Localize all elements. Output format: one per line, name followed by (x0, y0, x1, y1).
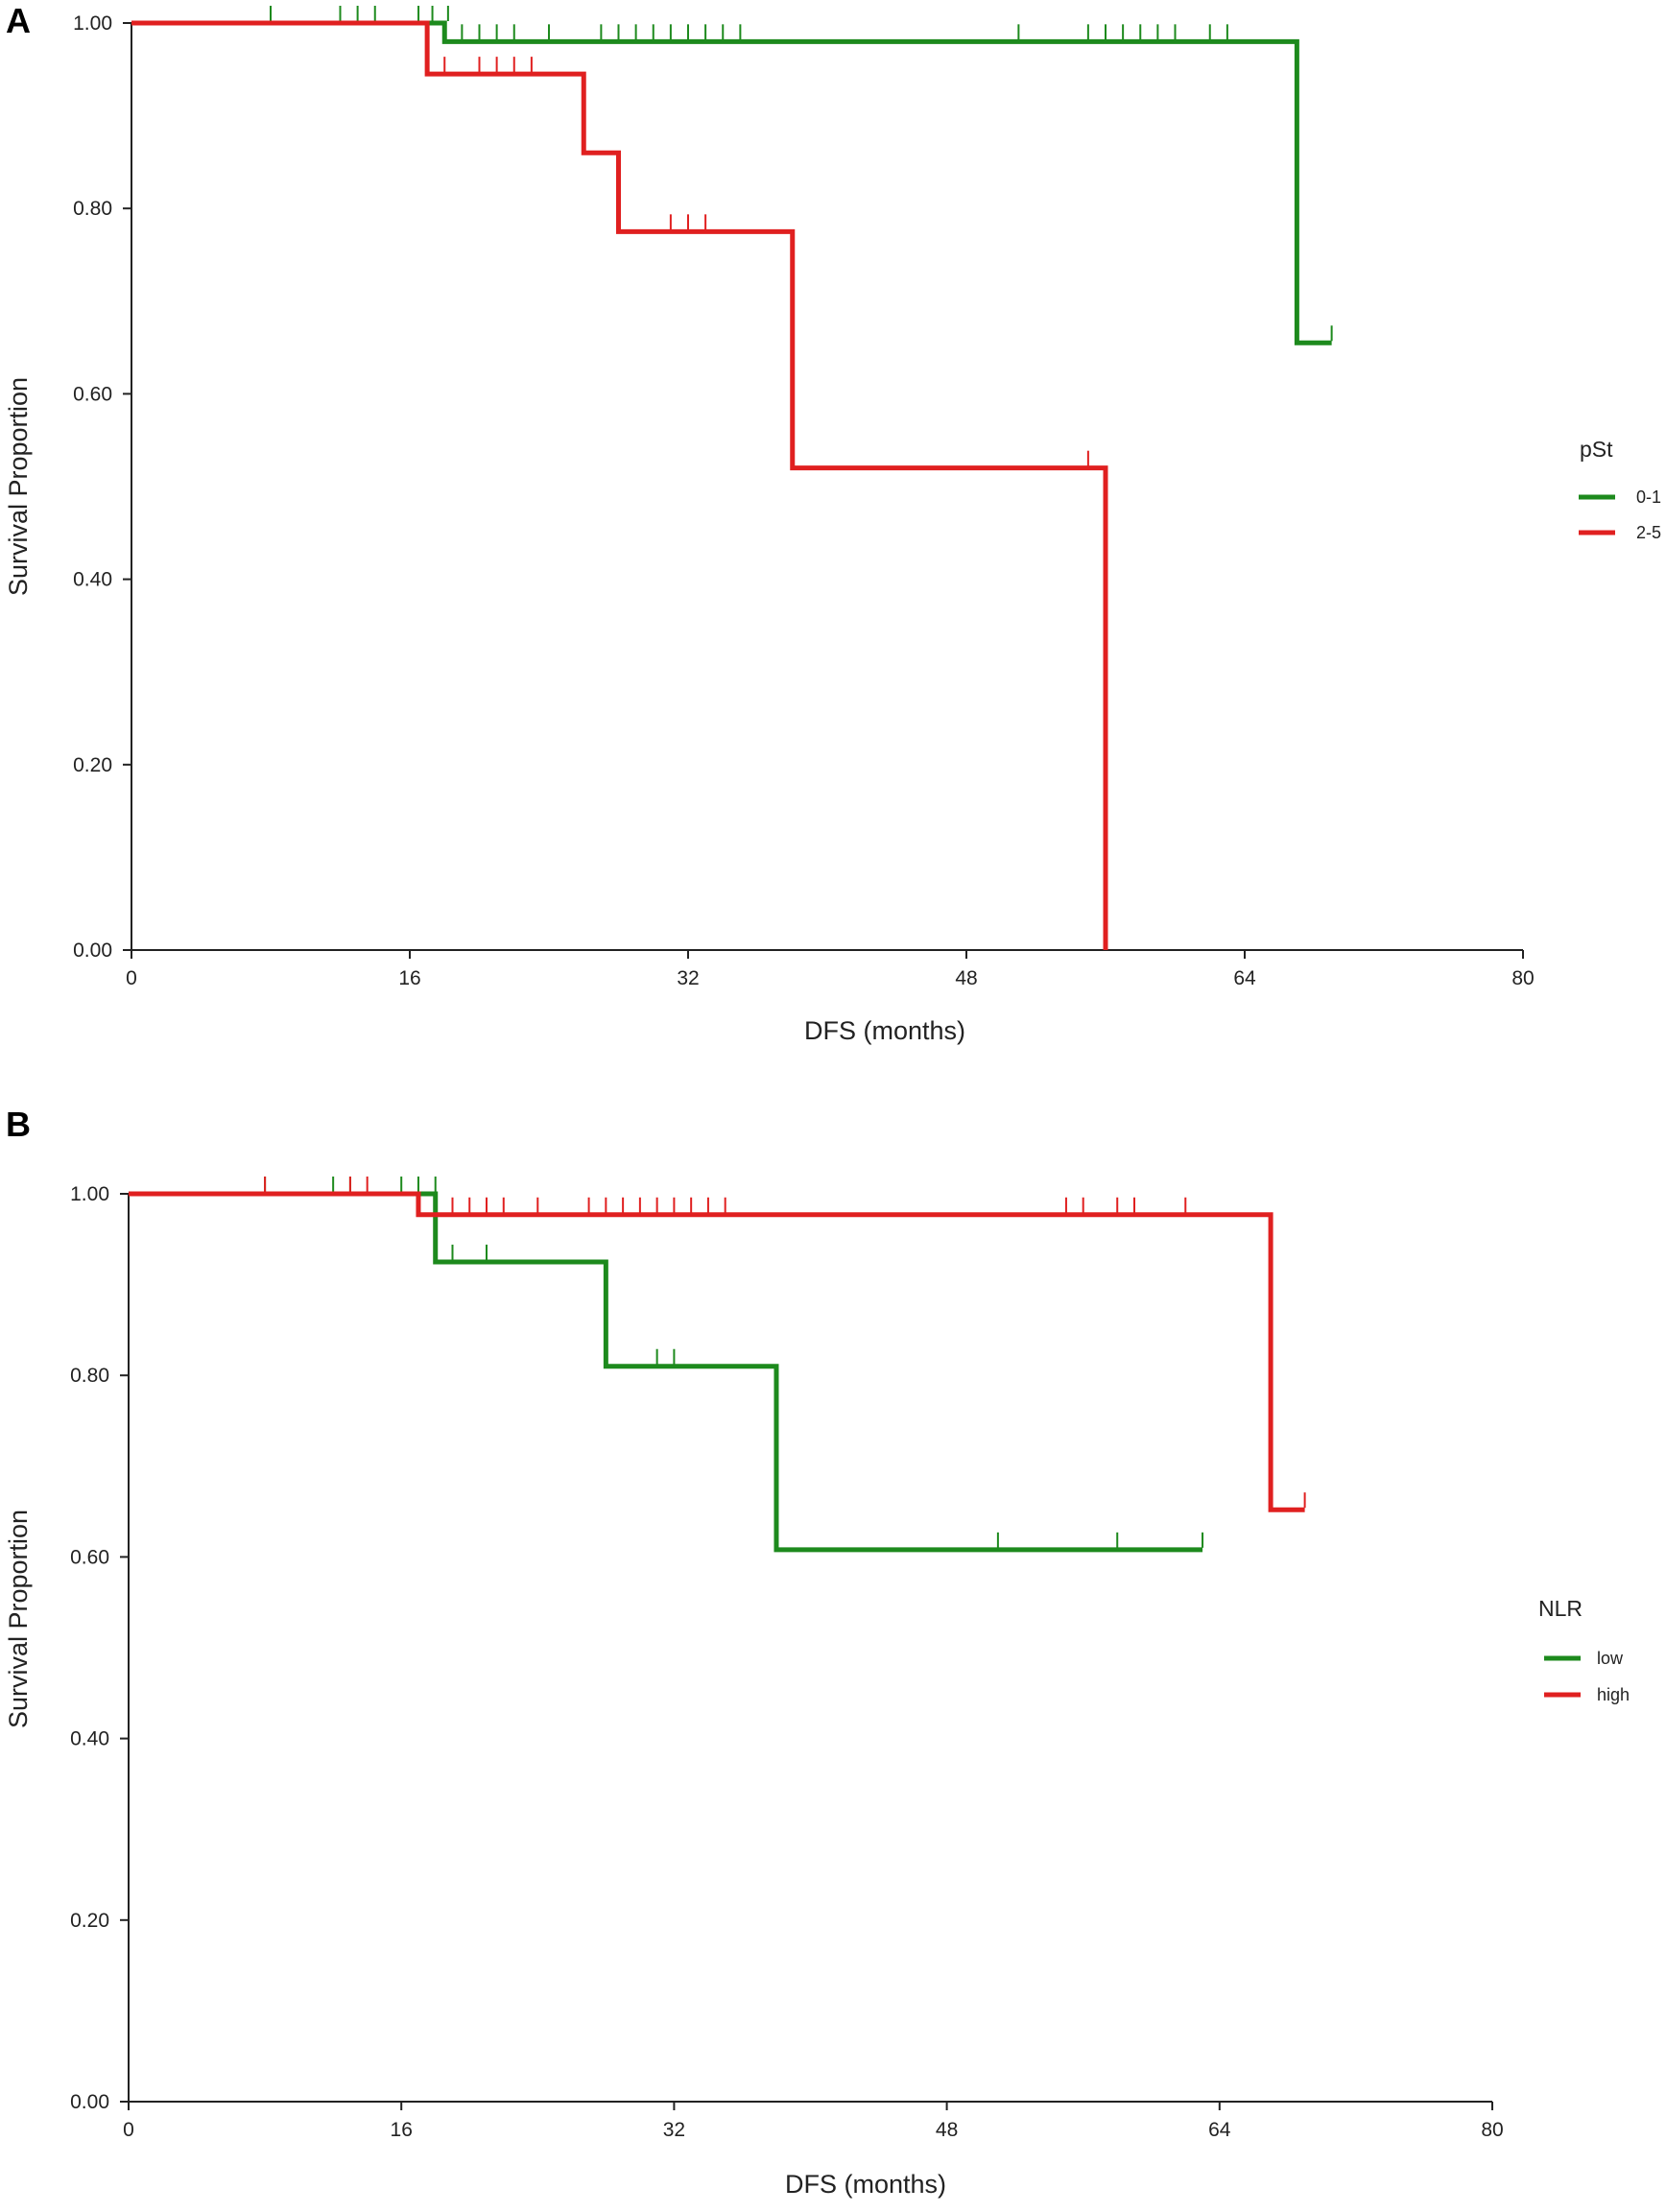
x-tick-label-b-1: 16 (391, 2119, 413, 2141)
legend-label-low: low (1597, 1649, 1624, 1668)
x-tick-label-b-5: 80 (1481, 2119, 1503, 2141)
plot-a (131, 6, 1333, 950)
x-tick-label-b-0: 0 (123, 2119, 134, 2141)
y-tick-label-b-2: 0.40 (70, 1728, 109, 1750)
y-tick-label-a-2: 0.40 (73, 569, 112, 591)
y-tick-label-a-0: 0.00 (73, 940, 112, 962)
legend-label-2-5: 2-5 (1636, 523, 1661, 542)
y-tick-label-a-4: 0.80 (73, 198, 112, 220)
x-tick-label-b-3: 48 (936, 2119, 958, 2141)
panel-letter-b: B (6, 1105, 31, 1144)
legend-label-high: high (1597, 1685, 1630, 1704)
km-curve-a-2-5 (131, 20, 1108, 950)
y-axis-title-a: Survival Proportion (4, 377, 33, 596)
axes-a: 0 16 32 48 64 80 0.00 0.20 0.40 0.60 0.80 1.00 (73, 12, 1535, 989)
x-tick-label-a-5: 80 (1511, 967, 1534, 989)
chart-b: B 0 16 32 48 64 80 0.00 0.20 0.40 0.60 0.80 1.00 DF… (4, 1105, 1630, 2199)
legend-title-b: NLR (1538, 1596, 1583, 1621)
km-curve-b-high (129, 1191, 1305, 1512)
y-tick-label-a-5: 1.00 (73, 12, 112, 35)
x-tick-label-a-0: 0 (126, 967, 137, 989)
y-tick-label-b-5: 1.00 (70, 1183, 109, 1205)
legend-a: pSt 0-1 2-5 (1579, 437, 1661, 542)
x-tick-label-a-4: 64 (1233, 967, 1256, 989)
x-tick-label-a-1: 16 (398, 967, 420, 989)
axes-b: 0 16 32 48 64 80 0.00 0.20 0.40 0.60 0.80 1.00 (70, 1183, 1504, 2141)
legend-label-0-1: 0-1 (1636, 488, 1661, 507)
km-curve-a-0-1 (131, 20, 1332, 345)
legend-b: NLR low high (1538, 1596, 1630, 1704)
x-tick-label-a-3: 48 (955, 967, 977, 989)
x-axis-title-b: DFS (months) (785, 2170, 946, 2199)
y-tick-label-a-1: 0.20 (73, 754, 112, 776)
x-axis-title-a: DFS (months) (804, 1016, 965, 1045)
plot-b (129, 1177, 1306, 1553)
legend-title-a: pSt (1580, 437, 1613, 462)
y-tick-label-b-4: 0.80 (70, 1365, 109, 1387)
y-tick-label-b-1: 0.20 (70, 1910, 109, 1932)
km-curve-b-low (129, 1191, 1203, 1553)
x-tick-label-b-4: 64 (1208, 2119, 1231, 2141)
y-tick-label-b-0: 0.00 (70, 2091, 109, 2113)
x-tick-label-a-2: 32 (677, 967, 699, 989)
y-axis-title-b: Survival Proportion (4, 1510, 33, 1728)
y-tick-label-a-3: 0.60 (73, 383, 112, 405)
y-tick-label-b-3: 0.60 (70, 1546, 109, 1568)
panel-letter-a: A (6, 1, 31, 40)
x-tick-label-b-2: 32 (663, 2119, 685, 2141)
chart-a: A 0 16 32 48 64 80 0.00 0.20 0.40 0.60 0.80 1.00 DF… (4, 1, 1661, 1045)
